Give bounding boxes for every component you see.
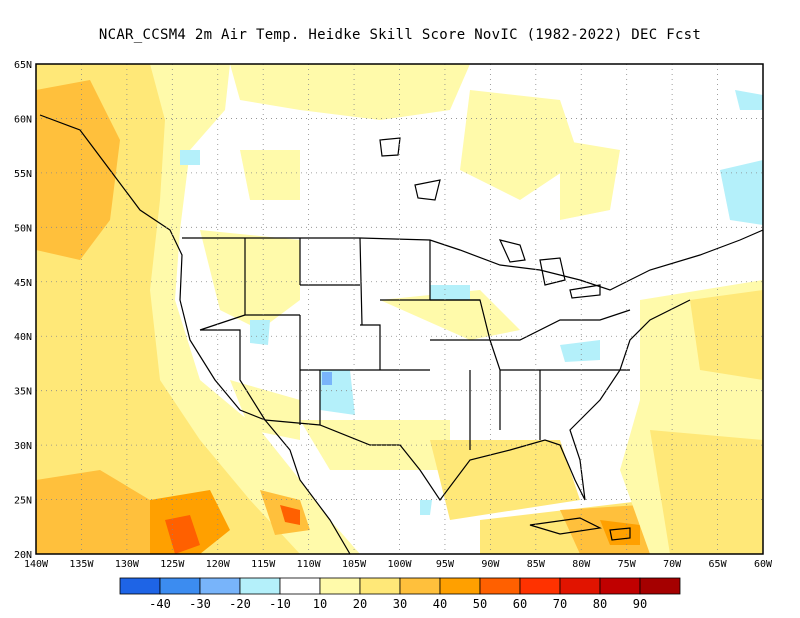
x-tick-label: 135W xyxy=(69,559,94,570)
x-tick-label: 140W xyxy=(24,559,49,570)
y-tick-label: 35N xyxy=(14,387,32,398)
x-tick-label: 80W xyxy=(572,559,591,570)
colorbar-label: 20 xyxy=(353,597,367,611)
colorbar-bin xyxy=(279,577,321,595)
skill-shading xyxy=(36,64,763,554)
colorbar-bin xyxy=(599,577,641,595)
y-tick-label: 60N xyxy=(14,114,32,125)
colorbar-label: 70 xyxy=(553,597,567,611)
colorbar-label: 30 xyxy=(393,597,407,611)
x-tick-label: 65W xyxy=(709,559,728,570)
y-tick-label: 50N xyxy=(14,223,32,234)
colorbar-label: 90 xyxy=(633,597,647,611)
colorbar xyxy=(119,577,681,595)
colorbar-bin xyxy=(199,577,241,595)
lakes-islands xyxy=(379,137,631,541)
x-tick-label: 70W xyxy=(663,559,682,570)
colorbar-label: 80 xyxy=(593,597,607,611)
y-tick-label: 65N xyxy=(14,60,32,71)
x-tick-label: 85W xyxy=(527,559,546,570)
y-tick-label: 55N xyxy=(14,169,32,180)
x-tick-label: 60W xyxy=(754,559,773,570)
colorbar-label: -40 xyxy=(149,597,171,611)
colorbar-bin xyxy=(399,577,441,595)
y-tick-label: 40N xyxy=(14,332,32,343)
colorbar-label: -20 xyxy=(229,597,251,611)
colorbar-label: -30 xyxy=(189,597,211,611)
colorbar-bin xyxy=(159,577,201,595)
x-tick-label: 115W xyxy=(251,559,276,570)
y-tick-label: 20N xyxy=(14,550,32,561)
y-axis-ticks: 20N 25N 30N 35N 40N 45N 50N 55N 60N 65N xyxy=(14,60,32,561)
colorbar-label: 10 xyxy=(313,597,327,611)
x-tick-label: 90W xyxy=(481,559,500,570)
x-tick-label: 105W xyxy=(342,559,367,570)
colorbar-bin xyxy=(639,577,681,595)
x-tick-label: 130W xyxy=(115,559,140,570)
y-tick-label: 45N xyxy=(14,278,32,289)
colorbar-bin xyxy=(319,577,361,595)
chart-title: NCAR_CCSM4 2m Air Temp. Heidke Skill Sco… xyxy=(98,27,702,43)
x-tick-label: 125W xyxy=(160,559,185,570)
colorbar-bin xyxy=(119,577,161,595)
colorbar-bin xyxy=(519,577,561,595)
colorbar-bin xyxy=(559,577,601,595)
y-tick-label: 25N xyxy=(14,496,32,507)
x-tick-label: 110W xyxy=(297,559,322,570)
y-tick-label: 30N xyxy=(14,441,32,452)
colorbar-bin xyxy=(479,577,521,595)
x-tick-label: 95W xyxy=(436,559,455,570)
map-grid xyxy=(36,64,763,554)
x-tick-label: 100W xyxy=(387,559,412,570)
colorbar-labels: -40 -30 -20 -10 10 20 30 40 50 60 70 80 90 xyxy=(149,597,647,611)
x-axis-ticks: 140W 135W 130W 125W 120W 115W 110W 105W 100W 95W 9… xyxy=(24,559,773,570)
colorbar-label: -10 xyxy=(269,597,291,611)
map-frame xyxy=(35,63,764,555)
colorbar-label: 40 xyxy=(433,597,447,611)
colorbar-label: 50 xyxy=(473,597,487,611)
x-tick-label: 120W xyxy=(206,559,231,570)
colorbar-bin xyxy=(239,577,281,595)
colorbar-bin xyxy=(439,577,481,595)
colorbar-bin xyxy=(359,577,401,595)
colorbar-label: 60 xyxy=(513,597,527,611)
x-tick-label: 75W xyxy=(618,559,637,570)
